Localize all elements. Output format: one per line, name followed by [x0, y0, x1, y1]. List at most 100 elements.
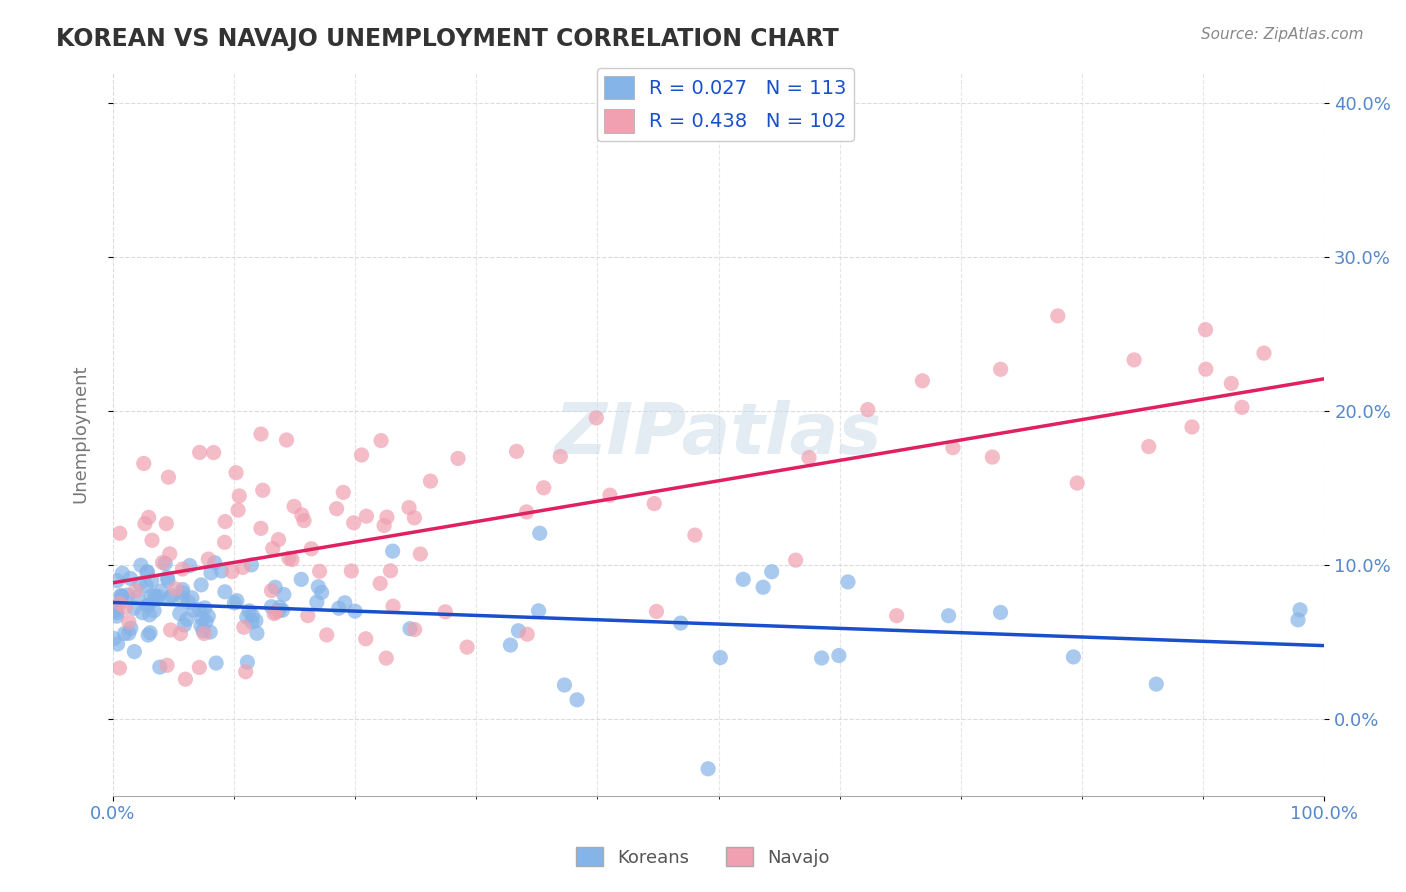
- Navajo: [340, 564, 363, 578]
- Koreans: [271, 603, 294, 617]
- Navajo: [354, 632, 377, 646]
- Navajo: [1230, 401, 1253, 415]
- Koreans: [211, 564, 233, 578]
- Koreans: [214, 584, 236, 599]
- Navajo: [283, 500, 305, 514]
- Koreans: [238, 604, 260, 618]
- Koreans: [128, 576, 150, 591]
- Koreans: [236, 655, 259, 669]
- Navajo: [1181, 420, 1204, 434]
- Navajo: [643, 497, 665, 511]
- Koreans: [143, 589, 166, 603]
- Koreans: [156, 570, 179, 584]
- Navajo: [156, 658, 179, 673]
- Koreans: [240, 615, 263, 629]
- Navajo: [291, 508, 314, 522]
- Koreans: [173, 618, 195, 632]
- Koreans: [529, 526, 551, 541]
- Navajo: [1253, 346, 1275, 360]
- Navajo: [141, 533, 163, 548]
- Navajo: [599, 488, 621, 502]
- Koreans: [127, 590, 149, 604]
- Navajo: [516, 627, 538, 641]
- Koreans: [246, 626, 269, 640]
- Koreans: [508, 624, 530, 638]
- Navajo: [1220, 376, 1243, 391]
- Navajo: [267, 533, 290, 547]
- Koreans: [176, 612, 198, 626]
- Navajo: [370, 434, 392, 448]
- Koreans: [141, 574, 163, 588]
- Navajo: [375, 651, 398, 665]
- Navajo: [276, 433, 298, 447]
- Koreans: [150, 584, 173, 599]
- Koreans: [245, 614, 267, 628]
- Navajo: [155, 516, 177, 531]
- Text: ZIPatlas: ZIPatlas: [555, 400, 883, 468]
- Navajo: [373, 518, 395, 533]
- Navajo: [264, 605, 287, 619]
- Koreans: [104, 603, 127, 617]
- Koreans: [129, 558, 152, 573]
- Navajo: [277, 551, 299, 566]
- Koreans: [938, 608, 960, 623]
- Navajo: [375, 510, 398, 524]
- Koreans: [311, 585, 333, 599]
- Koreans: [180, 591, 202, 605]
- Koreans: [195, 614, 218, 628]
- Koreans: [105, 606, 128, 620]
- Koreans: [198, 625, 221, 640]
- Navajo: [252, 483, 274, 498]
- Koreans: [136, 599, 159, 613]
- Navajo: [118, 615, 141, 629]
- Navajo: [1194, 323, 1216, 337]
- Koreans: [669, 616, 692, 631]
- Koreans: [118, 626, 141, 640]
- Koreans: [264, 580, 287, 594]
- Koreans: [240, 558, 263, 572]
- Navajo: [188, 445, 211, 459]
- Navajo: [409, 547, 432, 561]
- Koreans: [183, 603, 205, 617]
- Koreans: [149, 660, 172, 674]
- Koreans: [136, 628, 159, 642]
- Koreans: [267, 604, 290, 618]
- Koreans: [124, 644, 146, 658]
- Navajo: [250, 427, 273, 442]
- Navajo: [447, 451, 470, 466]
- Navajo: [797, 450, 820, 465]
- Koreans: [172, 586, 194, 600]
- Navajo: [1066, 476, 1088, 491]
- Navajo: [292, 514, 315, 528]
- Text: Source: ZipAtlas.com: Source: ZipAtlas.com: [1201, 27, 1364, 42]
- Koreans: [399, 622, 422, 636]
- Koreans: [135, 566, 157, 580]
- Navajo: [299, 541, 322, 556]
- Navajo: [456, 640, 478, 654]
- Koreans: [110, 589, 132, 603]
- Navajo: [159, 623, 181, 637]
- Navajo: [232, 560, 254, 574]
- Koreans: [139, 589, 162, 603]
- Navajo: [226, 503, 249, 517]
- Navajo: [188, 660, 211, 674]
- Navajo: [419, 474, 441, 488]
- Koreans: [172, 582, 194, 597]
- Navajo: [404, 511, 426, 525]
- Navajo: [152, 556, 174, 570]
- Navajo: [172, 562, 194, 576]
- Koreans: [990, 606, 1012, 620]
- Navajo: [350, 448, 373, 462]
- Koreans: [120, 621, 142, 635]
- Koreans: [139, 625, 162, 640]
- Navajo: [108, 597, 131, 611]
- Navajo: [260, 583, 283, 598]
- Koreans: [828, 648, 851, 663]
- Navajo: [434, 605, 457, 619]
- Koreans: [111, 590, 134, 604]
- Koreans: [191, 611, 214, 625]
- Navajo: [785, 553, 807, 567]
- Koreans: [697, 762, 720, 776]
- Navajo: [516, 505, 538, 519]
- Navajo: [645, 605, 668, 619]
